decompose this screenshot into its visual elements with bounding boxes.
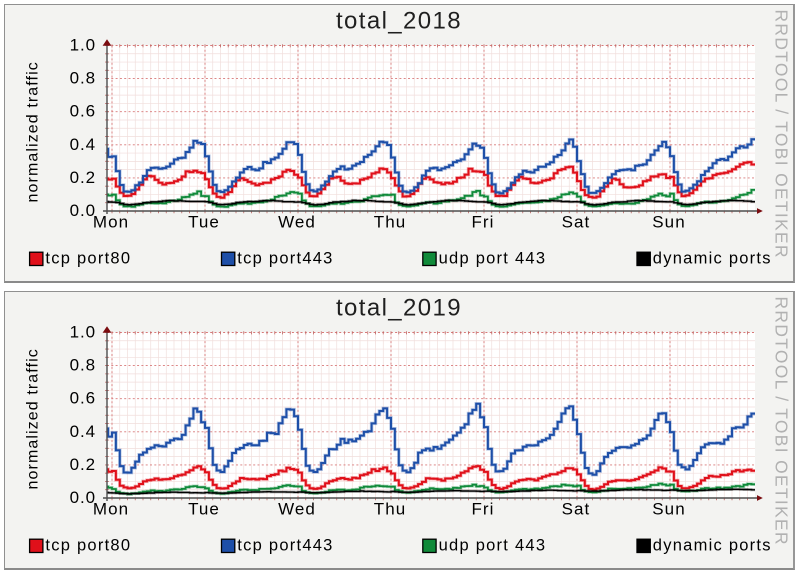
svg-text:normalized traffic: normalized traffic xyxy=(25,61,42,202)
svg-text:Sat: Sat xyxy=(562,212,591,231)
svg-text:0.2: 0.2 xyxy=(70,455,96,474)
svg-text:Thu: Thu xyxy=(374,212,406,231)
svg-text:Wed: Wed xyxy=(278,499,316,518)
svg-text:Fri: Fri xyxy=(472,212,495,231)
svg-text:0.0: 0.0 xyxy=(70,201,96,220)
svg-text:total_2018: total_2018 xyxy=(336,8,462,35)
svg-text:0.6: 0.6 xyxy=(70,102,96,121)
svg-text:normalized traffic: normalized traffic xyxy=(25,348,42,489)
svg-text:tcp port443: tcp port443 xyxy=(237,536,333,554)
svg-text:Tue: Tue xyxy=(188,499,220,518)
svg-text:dynamic ports: dynamic ports xyxy=(653,536,772,554)
svg-text:0.8: 0.8 xyxy=(70,69,96,88)
svg-text:0.4: 0.4 xyxy=(70,422,96,441)
svg-text:udp port 443: udp port 443 xyxy=(439,249,547,267)
svg-text:Sun: Sun xyxy=(652,212,685,231)
svg-text:Tue: Tue xyxy=(188,212,220,231)
svg-text:tcp port443: tcp port443 xyxy=(237,249,333,267)
svg-text:Wed: Wed xyxy=(278,212,316,231)
svg-text:total_2019: total_2019 xyxy=(336,295,462,322)
svg-text:Fri: Fri xyxy=(472,499,495,518)
svg-text:0.8: 0.8 xyxy=(70,356,96,375)
svg-text:Mon: Mon xyxy=(93,499,129,518)
svg-text:0.2: 0.2 xyxy=(70,168,96,187)
svg-text:RRDTOOL / TOBI OETIKER: RRDTOOL / TOBI OETIKER xyxy=(772,297,792,546)
svg-text:Thu: Thu xyxy=(374,499,406,518)
svg-text:tcp port80: tcp port80 xyxy=(45,249,131,267)
svg-text:Sun: Sun xyxy=(652,499,685,518)
svg-text:Mon: Mon xyxy=(93,212,129,231)
svg-text:udp port 443: udp port 443 xyxy=(439,536,547,554)
svg-text:0.0: 0.0 xyxy=(70,488,96,507)
svg-text:0.6: 0.6 xyxy=(70,389,96,408)
svg-text:0.4: 0.4 xyxy=(70,135,96,154)
svg-text:1.0: 1.0 xyxy=(70,36,96,55)
svg-text:Sat: Sat xyxy=(562,499,591,518)
svg-text:RRDTOOL / TOBI OETIKER: RRDTOOL / TOBI OETIKER xyxy=(772,10,792,259)
svg-text:1.0: 1.0 xyxy=(70,323,96,342)
svg-text:tcp port80: tcp port80 xyxy=(45,536,131,554)
svg-text:dynamic ports: dynamic ports xyxy=(653,249,772,267)
